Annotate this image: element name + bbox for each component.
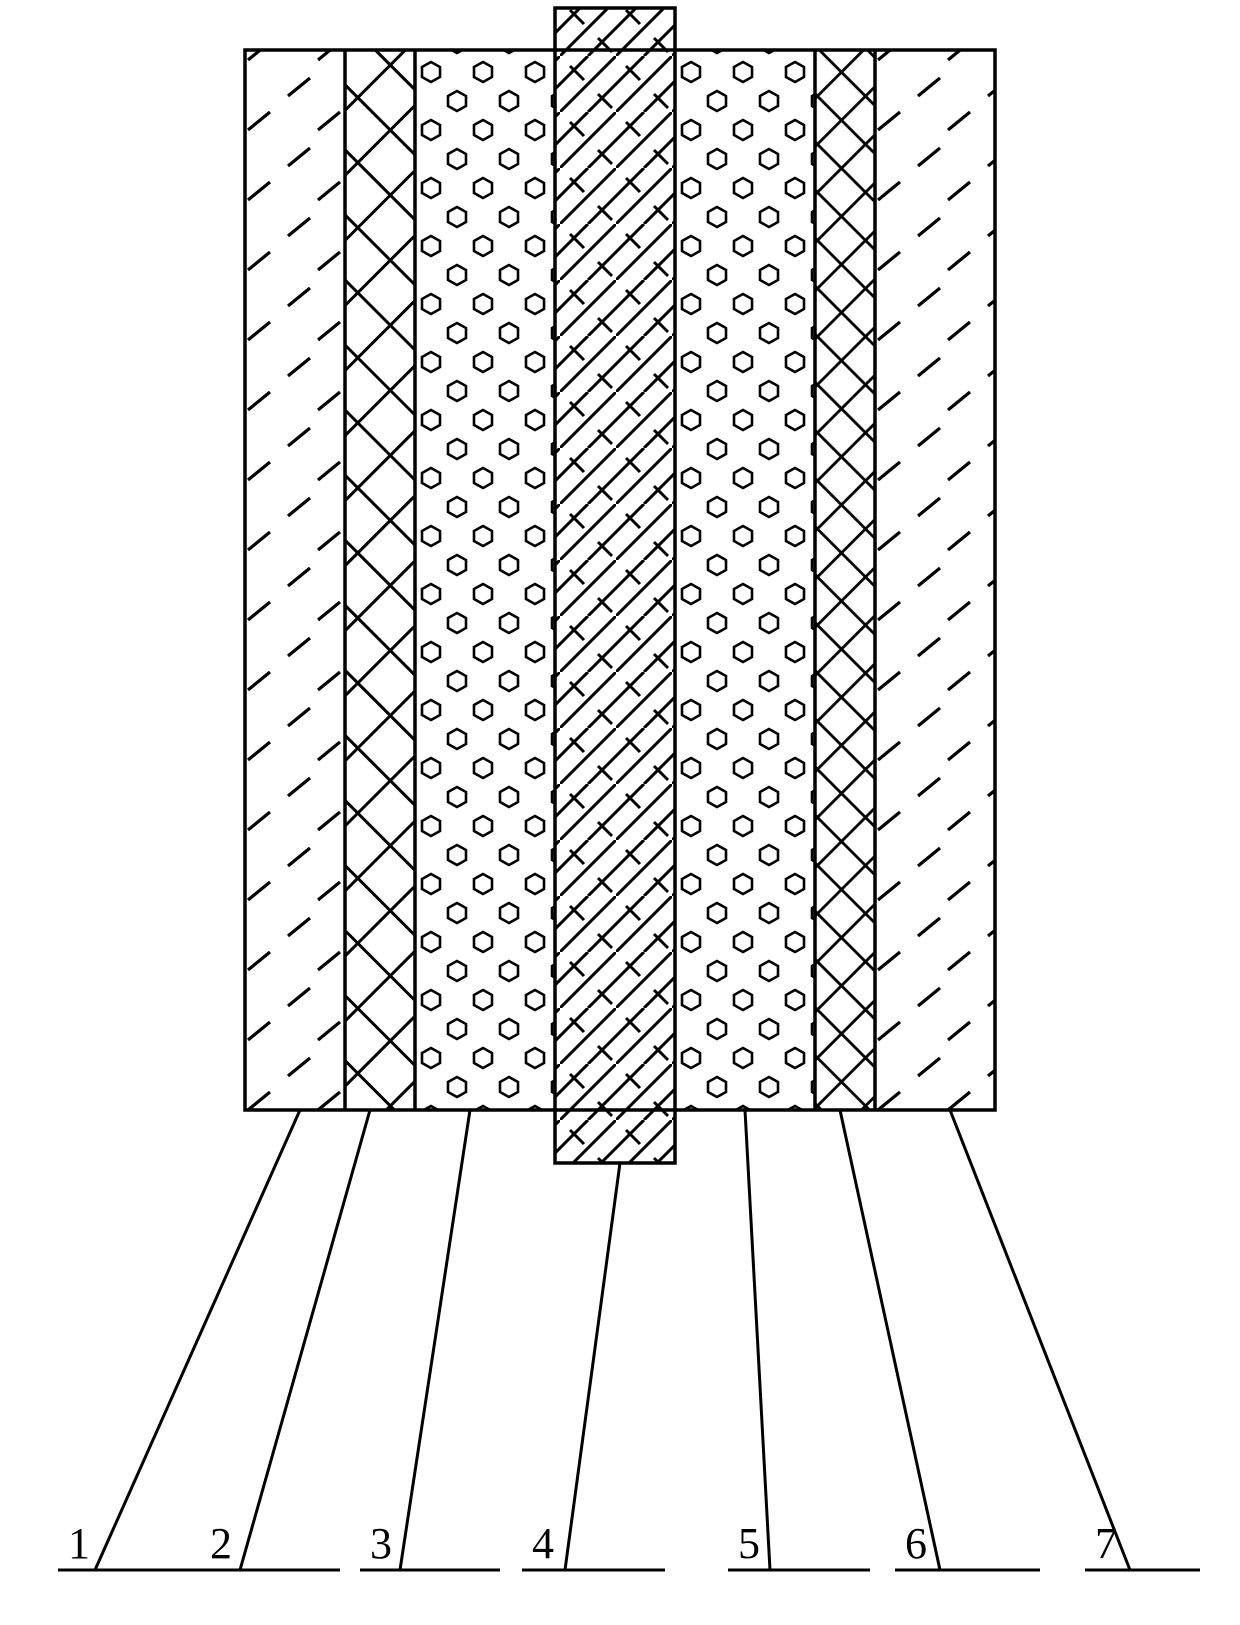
label-5: 5 [738,1518,760,1569]
label-7: 7 [1095,1518,1117,1569]
leaders-group [58,1110,1200,1570]
label-4: 4 [532,1518,554,1569]
label-3: 3 [370,1518,392,1569]
label-2: 2 [210,1518,232,1569]
label-1: 1 [68,1518,90,1569]
cross-section-diagram [0,0,1240,1625]
layers-group [245,8,995,1163]
label-6: 6 [905,1518,927,1569]
diagram-svg [0,0,1240,1625]
